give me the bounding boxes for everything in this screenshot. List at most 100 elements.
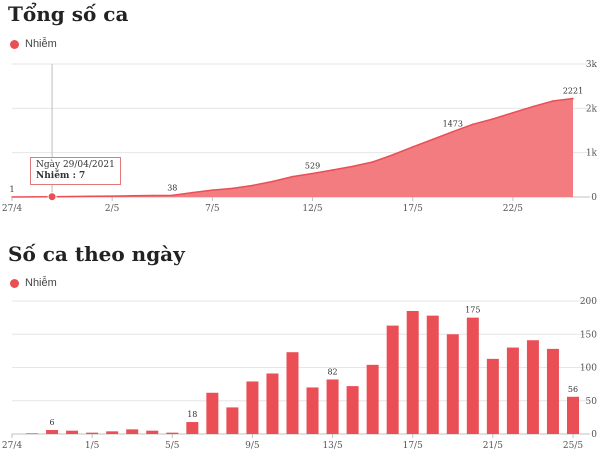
bar [266,373,279,434]
tooltip-series: Nhiễm [36,171,70,181]
y-tick-label: 0 [591,193,597,203]
bar [446,334,459,434]
highlight-point [47,192,57,202]
data-label: 529 [305,162,320,171]
daily-bar-chart[interactable]: 0 50 100 150 200 27/4 1/5 5/5 9/5 13/5 17/5 21/5 25/… [0,290,600,450]
y-tick-label: 0 [591,430,597,440]
data-point [311,172,314,175]
x-tick-label: 25/5 [563,441,583,450]
cumulative-legend[interactable]: Nhiễm [10,38,57,50]
data-point [111,195,113,197]
bar [567,396,579,434]
tooltip-date: Ngày 29/04/2021 [36,160,115,170]
bar [486,358,499,434]
x-tick-label: 27/4 [2,204,22,214]
data-point [411,146,414,148]
y-tick-label: 3k [586,60,598,70]
bar [146,430,159,434]
x-tick-label: 12/5 [302,204,322,214]
data-point [131,194,134,197]
data-label: 18 [187,410,197,419]
data-point [31,196,33,198]
data-label: 2221 [563,87,583,96]
x-tick-label: 21/5 [483,441,503,450]
data-label: 82 [327,367,337,376]
data-point [171,194,174,197]
cumulative-legend-label: Nhiễm [25,38,57,50]
bar [186,422,199,434]
data-point [251,184,254,187]
data-point [492,118,494,120]
bar [86,432,99,434]
bar [26,433,39,434]
bar [506,347,519,434]
tooltip-value: 7 [79,171,86,181]
area-fill [12,98,573,197]
cumulative-area-chart[interactable]: 0 1k 2k 3k 27/4 2/5 7/5 12/5 17/5 22/5 1 38 529 1473 2… [0,55,600,215]
bar [46,430,59,434]
data-point [231,187,234,190]
y-tick-label: 50 [586,397,598,407]
legend-dot-icon [10,39,19,49]
data-label: 38 [167,183,177,192]
bar [226,407,239,434]
data-point [572,97,574,100]
legend-dot-icon [10,278,19,288]
data-label: 1473 [443,120,463,129]
bar [466,317,479,434]
bar [346,386,359,434]
y-tick-label: 150 [580,330,597,340]
data-point [512,111,514,114]
bar [206,392,219,434]
data-point [71,195,73,198]
y-tick-label: 200 [580,297,597,307]
bar [286,352,299,434]
x-tick-label: 7/5 [205,204,220,214]
bar [326,379,339,434]
x-tick-label: 1/5 [85,441,100,450]
data-point [91,195,93,198]
data-point [391,154,394,156]
data-point [532,105,534,108]
x-tick-label: 17/5 [403,441,423,450]
bar [366,364,379,434]
daily-legend-label: Nhiễm [25,277,57,289]
data-label: 1 [9,185,14,194]
bar [386,325,399,434]
data-point [351,165,354,168]
chart-tooltip: Ngày 29/04/2021 Nhiễm : 7 [30,157,121,185]
x-tick-label: 22/5 [503,204,523,214]
data-point [331,169,334,171]
data-point [552,100,554,102]
bar [406,310,419,434]
data-point [211,189,214,191]
bar [526,340,539,434]
data-label: 175 [465,306,480,315]
data-label: 6 [50,418,55,427]
bar [66,430,79,434]
y-tick-label: 1k [586,149,598,159]
data-point [271,180,274,183]
x-tick-label: 2/5 [105,204,120,214]
data-point [472,123,474,126]
data-point [451,130,454,133]
bar [106,431,119,434]
bar [246,381,259,434]
bar [426,315,439,434]
daily-legend[interactable]: Nhiễm [10,277,57,289]
y-tick-label: 2k [586,104,598,114]
x-tick-label: 5/5 [165,441,180,450]
x-tick-label: 17/5 [403,204,423,214]
daily-chart-title: Số ca theo ngày [8,242,185,266]
data-point [371,161,374,163]
data-point [191,191,194,194]
bar [126,429,139,434]
x-tick-label: 9/5 [245,441,260,450]
y-tick-label: 100 [580,364,597,374]
bar [546,348,559,434]
cumulative-chart-title: Tổng số ca [8,2,129,26]
data-point [291,175,294,178]
x-tick-label: 27/4 [2,441,22,450]
bar [166,432,179,434]
data-point [431,138,434,141]
